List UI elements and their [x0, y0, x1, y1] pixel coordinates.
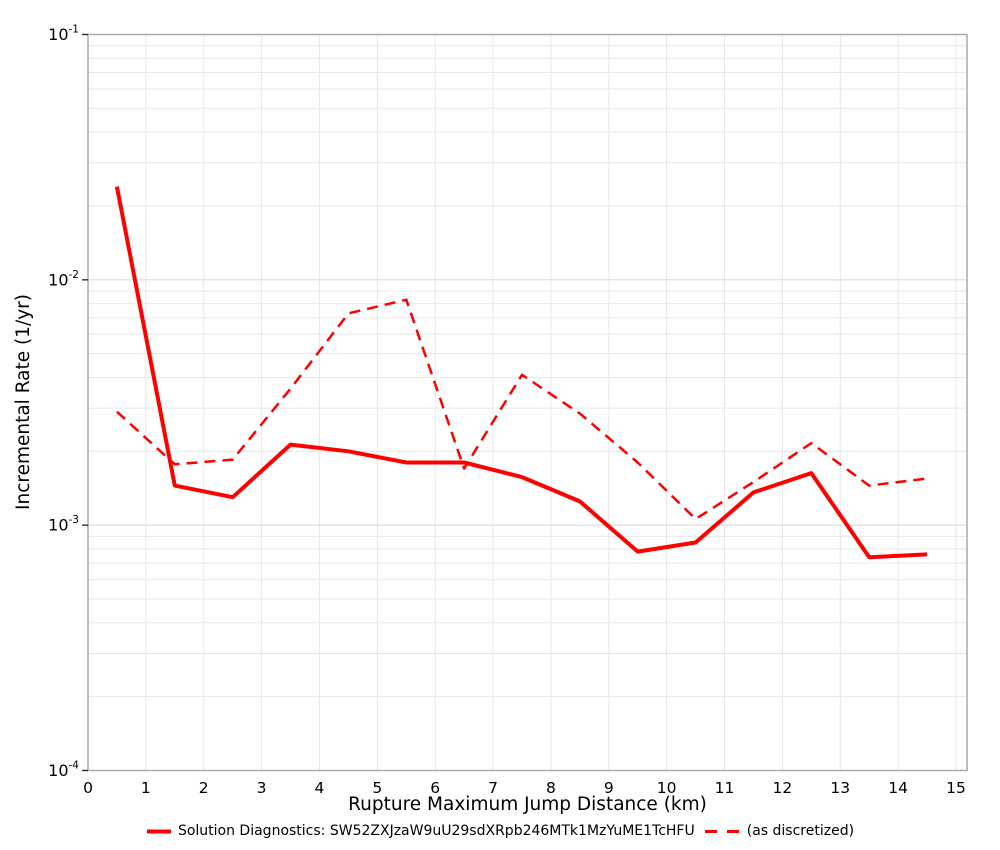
x-tick-label: 3 [257, 779, 267, 797]
x-tick-label: 12 [773, 779, 793, 797]
x-tick-label: 10 [657, 779, 677, 797]
dashed-line-swatch-icon [704, 829, 740, 833]
y-tick-label: 10-3 [48, 514, 79, 535]
x-tick-label: 15 [946, 779, 966, 797]
y-tick-label: 10-1 [48, 24, 79, 45]
x-tick-label: 5 [372, 779, 382, 797]
x-axis-title: Rupture Maximum Jump Distance (km) [348, 794, 707, 815]
legend-item-discretized: (as discretized) [703, 823, 854, 839]
series-dashed-line [116, 298, 928, 521]
x-tick-label: 9 [604, 779, 614, 797]
series-solid-line [114, 186, 928, 560]
plot-svg: 10-110-210-310-40 1 2 3 4 5 6 7 8 9 10 11 12 13 14 15 [48, 24, 968, 797]
legend: Solution Diagnostics: SW52ZXJzaW9uU29sdX… [0, 823, 1000, 839]
x-tick-label: 0 [83, 779, 93, 797]
y-axis-title: Incremental Rate (1/yr) [13, 294, 34, 510]
x-tick-label: 7 [488, 779, 498, 797]
x-tick-label: 11 [715, 779, 735, 797]
legend-label-solution: Solution Diagnostics: SW52ZXJzaW9uU29sdX… [177, 823, 695, 839]
x-tick-label: 1 [141, 779, 151, 797]
x-tick-label: 13 [830, 779, 850, 797]
x-tick-label: 6 [430, 779, 440, 797]
solid-line-swatch-icon [146, 829, 171, 833]
y-tick-label: 10-4 [48, 760, 79, 781]
x-tick-label: 4 [315, 779, 325, 797]
gridlines [88, 34, 967, 771]
x-tick-label: 14 [888, 779, 908, 797]
plot-border [87, 33, 968, 772]
x-tick-label: 2 [199, 779, 209, 797]
y-tick-label: 10-2 [48, 269, 79, 290]
legend-item-solution: Solution Diagnostics: SW52ZXJzaW9uU29sdX… [146, 823, 695, 839]
x-tick-label: 8 [546, 779, 556, 797]
legend-label-discretized: (as discretized) [746, 823, 855, 839]
